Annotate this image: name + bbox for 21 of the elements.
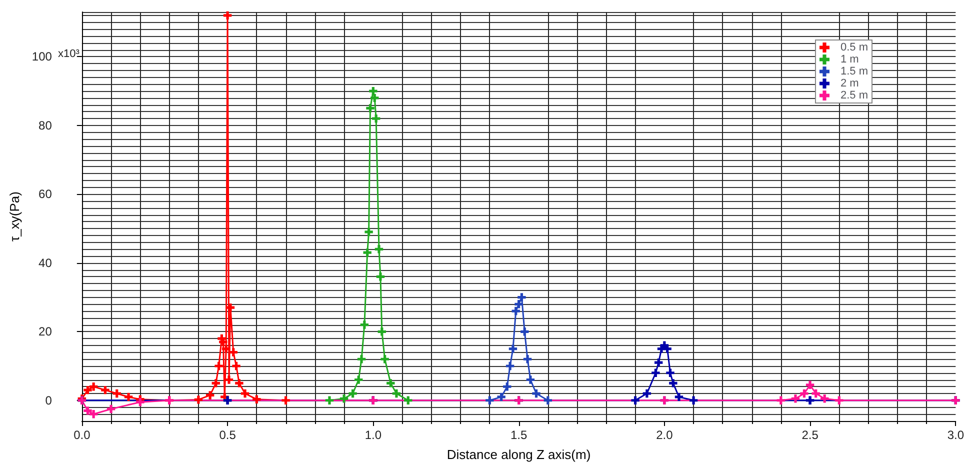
- y-tick-label: 0: [45, 393, 52, 408]
- x-tick-label: 0.0: [74, 428, 91, 442]
- x-tick-label: 1.0: [364, 428, 382, 442]
- y-tick-label: 100: [32, 50, 52, 64]
- legend-label: 2 m: [840, 78, 859, 90]
- x-tick-label: 2.5: [802, 428, 819, 442]
- x-tick-label: 1.5: [510, 428, 528, 442]
- legend-label: 1 m: [840, 54, 859, 66]
- x-tick-label: 3.0: [947, 428, 964, 442]
- x-tick-label: 2.0: [656, 428, 674, 442]
- y-tick-label: 80: [38, 118, 52, 132]
- y-tick-label: 40: [38, 256, 52, 270]
- legend-label: 0.5 m: [840, 42, 868, 54]
- y-axis-title: τ_xy(Pa): [7, 192, 22, 242]
- x-tick-label: 0.5: [219, 428, 236, 442]
- text: x10³: [58, 48, 80, 60]
- y-tick-label: 60: [38, 187, 52, 202]
- legend-label: 1.5 m: [840, 66, 868, 78]
- y-tick-label: 20: [38, 324, 52, 339]
- x-axis-title: Distance along Z axis(m): [446, 447, 591, 462]
- legend-label: 2.5 m: [840, 90, 868, 102]
